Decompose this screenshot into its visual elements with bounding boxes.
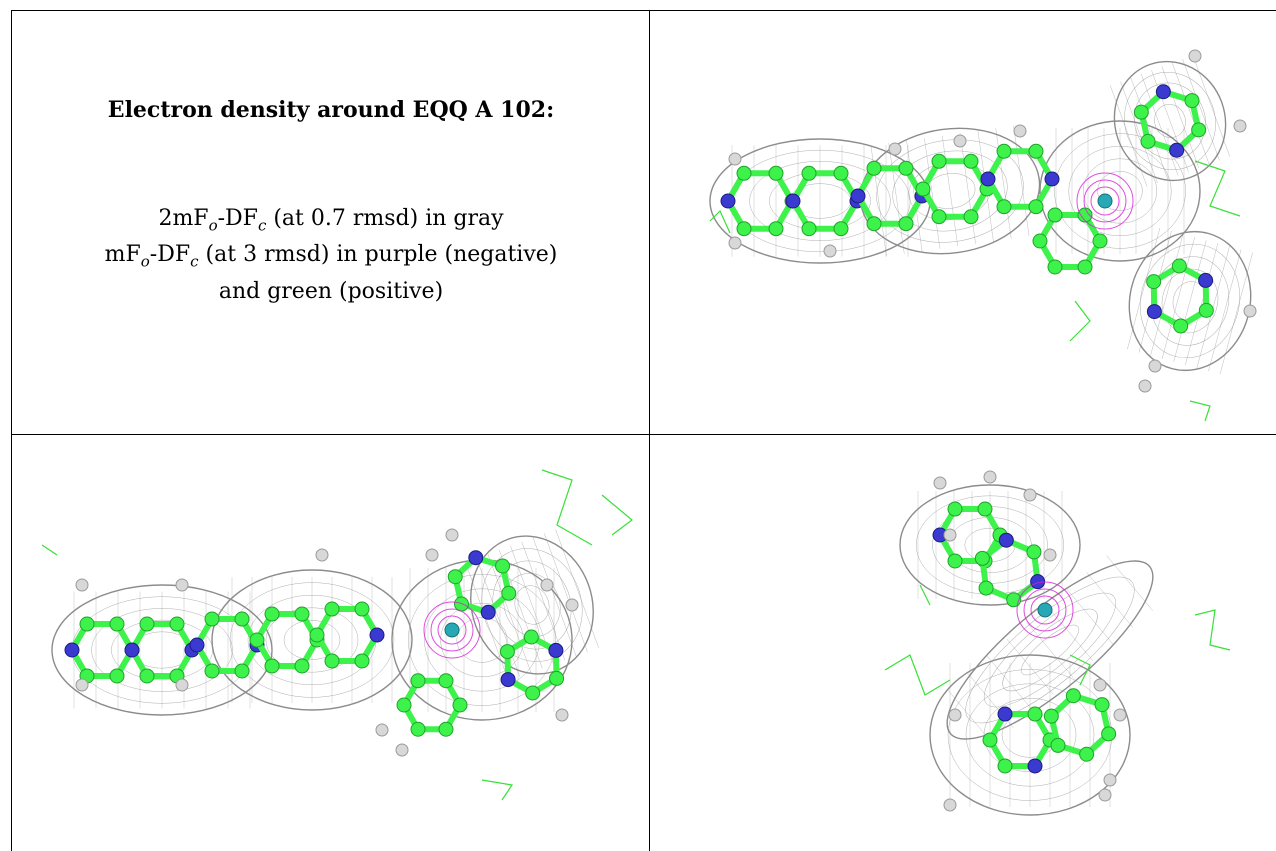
legend-line-2: mFo-DFc (at 3 rmsd) in purple (negative) (104, 242, 558, 271)
density-view-bottom-right (649, 434, 1276, 851)
metal-center (1076, 172, 1134, 230)
density-image-1 (709, 49, 1257, 422)
metal-center (423, 601, 481, 659)
hydrogen-atoms (75, 528, 579, 757)
legend-text: 2mFo-DFc (at 0.7 rmsd) in gray mFo-DFc (… (12, 204, 649, 307)
density-image-3 (884, 470, 1231, 816)
ligand-atoms (64, 550, 565, 737)
hydrogen-atoms (933, 470, 1127, 812)
figure-grid: Electron density around EQQ A 102: 2mFo-… (11, 10, 1276, 851)
metal-center (1016, 581, 1074, 639)
density-view-top-right (649, 10, 1276, 434)
density-image-2 (41, 469, 633, 801)
ligand-atoms (720, 84, 1214, 334)
density-view-bottom-left (11, 434, 649, 851)
gray-mesh (51, 529, 599, 721)
caption-cell: Electron density around EQQ A 102: 2mFo-… (11, 10, 649, 434)
hydrogen-atoms (728, 49, 1257, 393)
positive-density (709, 160, 1241, 422)
positive-density (41, 469, 633, 801)
legend-line-1: 2mFo-DFc (at 0.7 rmsd) in gray (158, 206, 504, 235)
legend-line-3: and green (positive) (218, 278, 444, 304)
positive-density (884, 584, 1231, 696)
figure-title: Electron density around EQQ A 102: (107, 97, 555, 123)
ligand-atoms (932, 501, 1117, 774)
gray-mesh (899, 484, 1154, 816)
